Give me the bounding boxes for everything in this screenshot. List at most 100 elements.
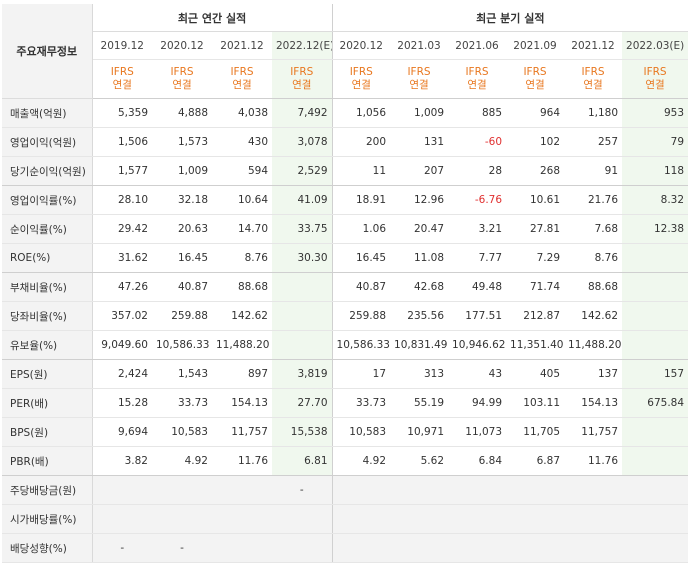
table-cell: 1,543: [152, 359, 212, 389]
table-cell: 4,888: [152, 98, 212, 128]
row-label: 당좌비율(%): [2, 301, 93, 331]
table-cell: 5,359: [92, 98, 152, 128]
table-cell: -: [272, 475, 333, 505]
table-cell: 49.48: [448, 272, 507, 302]
table-cell: 88.68: [212, 272, 272, 302]
table-cell: [622, 243, 689, 273]
table-cell: 28.10: [92, 185, 152, 215]
table-cell: 1,009: [390, 98, 449, 128]
table-cell: 11,705: [506, 417, 565, 447]
table-cell: [152, 504, 212, 534]
ifrs-label: IFRS 연결: [92, 59, 152, 99]
table-cell: 10,831.49: [390, 330, 449, 360]
table-cell: 71.74: [506, 272, 565, 302]
period-header: 2021.06: [448, 31, 507, 60]
period-header: 2020.12: [152, 31, 212, 60]
table-cell: 10,583: [152, 417, 212, 447]
table-cell: 20.63: [152, 214, 212, 244]
table-row: 주당배당금(원) -: [2, 475, 689, 505]
table-cell: 55.19: [390, 388, 449, 418]
table-cell: 7.29: [506, 243, 565, 273]
row-label: 시가배당률(%): [2, 504, 93, 534]
table-cell: 11: [331, 156, 391, 186]
table-cell: 2,424: [92, 359, 152, 389]
table-cell: 8.32: [622, 185, 689, 215]
table-cell: 6.87: [506, 446, 565, 476]
table-cell: 430: [212, 127, 272, 157]
table-cell: 885: [448, 98, 507, 128]
row-label: ROE(%): [2, 243, 93, 273]
ifrs-label: IFRS 연결: [390, 59, 449, 99]
table-cell: 953: [622, 98, 689, 128]
table-cell: 21.76: [564, 185, 623, 215]
table-cell: 40.87: [331, 272, 391, 302]
table-cell: -: [152, 533, 212, 563]
table-cell: 7,492: [272, 98, 333, 128]
ifrs-standard: IFRS: [465, 66, 489, 78]
table-cell: 897: [212, 359, 272, 389]
table-cell: 33.73: [331, 388, 391, 418]
table-cell: 10,971: [390, 417, 449, 447]
row-label: 부채비율(%): [2, 272, 93, 302]
table-cell: [564, 533, 623, 563]
row-label: PBR(배): [2, 446, 93, 476]
table-row: 당좌비율(%) 357.02 259.88 142.62 259.88 235.56 177…: [2, 301, 689, 331]
table-cell: 10,946.62: [448, 330, 507, 360]
period-header: 2022.12(E): [272, 31, 333, 60]
ifrs-standard: IFRS: [170, 66, 194, 78]
ifrs-standard: IFRS: [110, 66, 134, 78]
table-cell: [272, 504, 333, 534]
table-cell: 33.73: [152, 388, 212, 418]
table-row: EPS(원) 2,424 1,543 897 3,819 17 313 43 405 137 157: [2, 359, 689, 389]
table-cell: 405: [506, 359, 565, 389]
ifrs-consolidated: 연결: [172, 79, 192, 91]
table-cell: 27.81: [506, 214, 565, 244]
period-header: 2021.12: [564, 31, 623, 60]
ifrs-consolidated: 연결: [112, 79, 132, 91]
row-label: 당기순이익(억원): [2, 156, 93, 186]
ifrs-label: IFRS 연결: [152, 59, 212, 99]
table-cell: [448, 475, 507, 505]
table-cell: 357.02: [92, 301, 152, 331]
financial-rows: 매출액(억원) 5,359 4,888 4,038 7,492 1,056 1,009 885…: [2, 98, 689, 563]
table-cell: 3,819: [272, 359, 333, 389]
table-cell: 11,073: [448, 417, 507, 447]
table-cell: [622, 446, 689, 476]
table-cell: [331, 533, 391, 563]
table-cell: 17: [331, 359, 391, 389]
table-cell: [272, 301, 333, 331]
period-header: 2022.03(E): [622, 31, 689, 60]
table-cell: 15.28: [92, 388, 152, 418]
ifrs-consolidated: 연결: [583, 79, 603, 91]
table-cell: -60: [448, 127, 507, 157]
table-cell: 10,586.33: [331, 330, 391, 360]
table-cell: 79: [622, 127, 689, 157]
table-cell: [331, 475, 391, 505]
table-cell: 16.45: [331, 243, 391, 273]
row-label: 유보율(%): [2, 330, 93, 360]
ifrs-standard: IFRS: [407, 66, 431, 78]
table-row: PBR(배) 3.82 4.92 11.76 6.81 4.92 5.62 6.84 6.87 1…: [2, 446, 689, 476]
row-label: PER(배): [2, 388, 93, 418]
corner-label: 주요재무정보: [2, 4, 93, 99]
table-cell: [272, 330, 333, 360]
table-cell: 11,488.20: [212, 330, 272, 360]
ifrs-consolidated: 연결: [232, 79, 252, 91]
table-cell: 8.76: [564, 243, 623, 273]
table-cell: 594: [212, 156, 272, 186]
table-cell: 3.82: [92, 446, 152, 476]
table-cell: 142.62: [564, 301, 623, 331]
ifrs-standard: IFRS: [230, 66, 254, 78]
table-cell: 259.88: [152, 301, 212, 331]
ifrs-label: IFRS 연결: [272, 59, 333, 99]
table-row: 당기순이익(억원) 1,577 1,009 594 2,529 11 207 28 268 91 1…: [2, 156, 689, 186]
table-cell: [331, 504, 391, 534]
table-cell: 12.38: [622, 214, 689, 244]
table-cell: 31.62: [92, 243, 152, 273]
table-cell: 137: [564, 359, 623, 389]
table-cell: 102: [506, 127, 565, 157]
table-cell: 43: [448, 359, 507, 389]
table-cell: 154.13: [564, 388, 623, 418]
period-header: 2020.12: [331, 31, 391, 60]
table-cell: 1,573: [152, 127, 212, 157]
